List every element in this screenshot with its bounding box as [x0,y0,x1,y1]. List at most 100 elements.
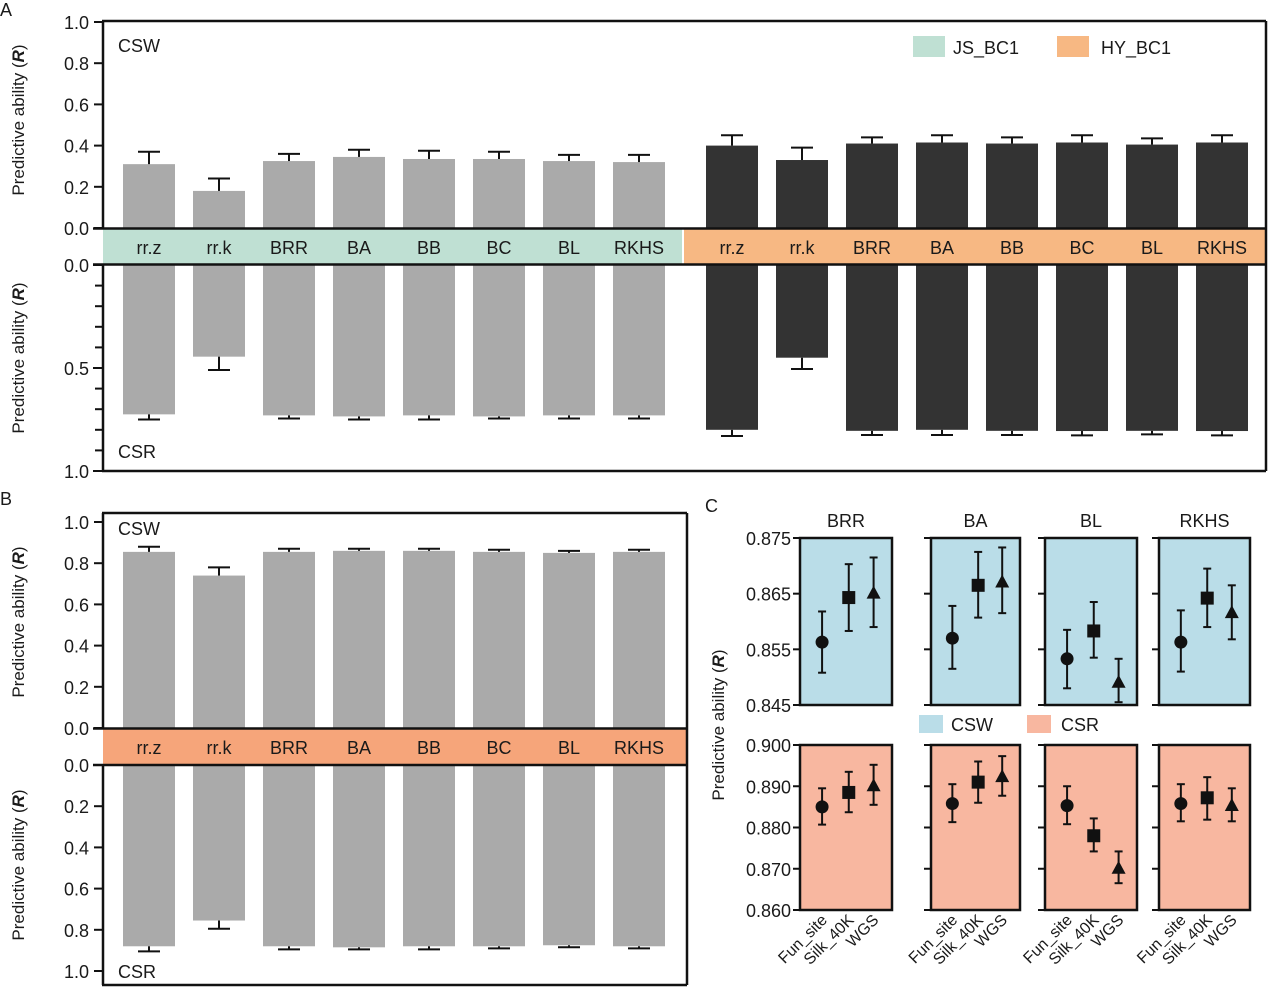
marker-square [1200,591,1214,605]
y-axis-label-c: Predictive ability (R) [709,649,728,800]
marker-square [971,578,985,592]
marker-circle [1060,799,1074,813]
legend-label-js: JS_BC1 [953,38,1019,59]
strip-label-hy: BL [1141,238,1163,258]
legend-swatch-csw [919,715,943,733]
bar-csw-HY_BC1 [846,143,898,228]
trait-label-csr: CSR [118,962,156,982]
y-tick-label: 0.4 [64,637,89,657]
strip-label-b: RKHS [614,738,664,758]
y-tick-label: 0.865 [746,585,791,605]
bar-csw-JS_BC1 [193,190,245,228]
legend-label-hy: HY_BC1 [1101,38,1171,59]
y-tick-label: 0.2 [64,678,89,698]
facet-title: BRR [827,511,865,531]
y-tick-label: 0.2 [64,797,89,817]
y-tick-label: 0.8 [64,554,89,574]
b-strip [103,729,687,764]
bar-csw-HY_BC1 [916,142,968,228]
y-tick-label: 0.0 [64,719,89,739]
strip-label-b: BC [486,738,511,758]
bar-csr-JS_BC1 [123,265,175,415]
bar-csw-JS_BC1 [333,156,385,228]
bar-csw [263,551,315,728]
strip-label-hy: BA [930,238,954,258]
panel-label-b: B [0,489,12,509]
y-tick-label: 1.0 [64,462,89,482]
bar-csw-HY_BC1 [1126,144,1178,228]
bar-csw [473,551,525,728]
marker-square [842,785,856,799]
bar-csw-JS_BC1 [473,158,525,228]
y-tick-label: 0.0 [64,219,89,239]
bar-csw [123,551,175,728]
y-axis-label-bottom: Predictive ability (R) [9,789,28,940]
facet-csr [1043,743,1139,912]
y-tick-label: 0.0 [64,256,89,276]
bar-csw [543,552,595,728]
bar-csw-JS_BC1 [263,161,315,228]
y-tick-label: 0.0 [64,756,89,776]
y-tick-label: 0.860 [746,901,791,921]
bar-csr-HY_BC1 [776,265,828,358]
y-tick-label: 0.4 [64,838,89,858]
trait-label-csw: CSW [118,519,160,539]
marker-triangle [866,778,881,792]
bar-csr [403,765,455,947]
marker-square [971,775,985,789]
bar-csw [333,550,385,728]
strip-label-b: BL [558,738,580,758]
bar-csr [333,765,385,948]
panel-label-a: A [0,0,12,20]
bar-csr-HY_BC1 [1056,265,1108,432]
marker-circle [945,631,959,645]
strip-label-b: BRR [270,738,308,758]
y-tick-label: 0.8 [64,54,89,74]
strip-label-js: rr.k [207,238,233,258]
marker-triangle [995,769,1010,783]
bar-csw-JS_BC1 [403,158,455,228]
y-tick-label: 0.880 [746,819,791,839]
marker-square [1087,829,1101,843]
bar-csw-JS_BC1 [613,162,665,228]
bar-csr-JS_BC1 [333,265,385,417]
strip-label-hy: BC [1069,238,1094,258]
trait-label-csr: CSR [118,442,156,462]
legend-label-csr: CSR [1061,715,1099,735]
y-tick-label: 0.6 [64,880,89,900]
marker-circle [815,635,829,649]
y-tick-label: 0.875 [746,529,791,549]
facet-csw [1157,536,1252,707]
facet-title: BA [963,511,987,531]
facet-csw [1043,536,1139,707]
bar-csr-HY_BC1 [1126,265,1178,431]
strip-label-js: rr.z [137,238,162,258]
y-tick-label: 0.870 [746,860,791,880]
strip-label-js: BB [417,238,441,258]
y-tick-label: 0.855 [746,640,791,660]
bar-csr [543,765,595,946]
bar-csr-HY_BC1 [1196,265,1248,432]
legend-swatch-js [913,36,945,57]
strip-label-js: RKHS [614,238,664,258]
strip-label-hy: BB [1000,238,1024,258]
y-tick-label: 0.890 [746,777,791,797]
bar-csw-HY_BC1 [986,143,1038,228]
bar-csr-JS_BC1 [263,265,315,416]
bar-csw [193,575,245,728]
bar-csr [473,765,525,947]
y-tick-label: 1.0 [64,513,89,533]
bar-csw-JS_BC1 [123,164,175,228]
bar-csw [613,551,665,728]
strip-label-hy: BRR [853,238,891,258]
facet-title: RKHS [1179,511,1229,531]
bar-csr-JS_BC1 [543,265,595,416]
bar-csr-JS_BC1 [193,265,245,357]
facet-title: BL [1080,511,1102,531]
y-axis-label-top: Predictive ability (R) [9,546,28,697]
legend-label-csw: CSW [951,715,993,735]
bar-csr [193,765,245,921]
strip-label-js: BA [347,238,371,258]
y-axis-label-top: Predictive ability (R) [9,44,28,195]
